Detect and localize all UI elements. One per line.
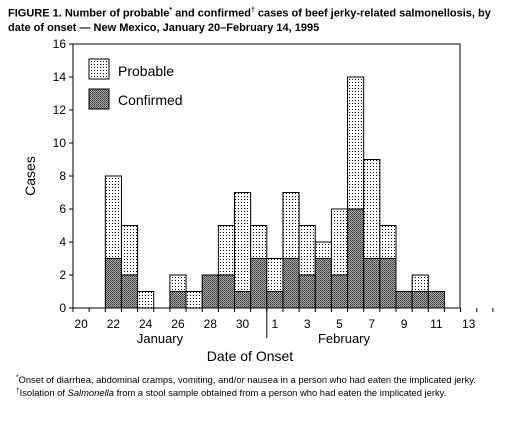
legend-label-probable: Probable bbox=[118, 63, 174, 79]
bar-probable-feb-8 bbox=[379, 225, 397, 259]
y-tick-label-0: 0 bbox=[59, 301, 66, 315]
bar-confirmed-feb-6 bbox=[347, 208, 365, 309]
bar-confirmed-jan-26 bbox=[169, 291, 187, 309]
month-label-february: February bbox=[318, 331, 371, 346]
bar-probable-feb-2 bbox=[282, 192, 300, 259]
bar-probable-feb-6 bbox=[347, 76, 365, 210]
x-tick-label-11: 11 bbox=[430, 317, 443, 331]
footnote-organism-name: Salmonella bbox=[67, 387, 114, 399]
bar-probable-jan-31 bbox=[250, 225, 268, 259]
y-tick-label-8: 8 bbox=[59, 169, 66, 183]
bar-confirmed-feb-11 bbox=[427, 291, 445, 309]
footnote-isolation: †Isolation of Salmonella from a stool sa… bbox=[8, 385, 500, 398]
bar-confirmed-feb-2 bbox=[282, 258, 300, 309]
bar-probable-jan-24 bbox=[137, 291, 155, 309]
figure-label: FIGURE 1. bbox=[8, 7, 62, 20]
bar-confirmed-feb-9 bbox=[395, 291, 413, 309]
bar-confirmed-feb-3 bbox=[298, 274, 316, 309]
footnote-text-isolation-1: Isolation of bbox=[19, 387, 68, 399]
bar-confirmed-jan-30 bbox=[234, 291, 252, 309]
footnote-onset: *Onset of diarrhea, abdominal cramps, vo… bbox=[8, 372, 500, 385]
legend-label-confirmed: Confirmed bbox=[118, 92, 183, 108]
footnote-mark-dagger: † bbox=[16, 387, 20, 395]
title-text-2: and confirmed bbox=[172, 7, 251, 20]
bar-confirmed-feb-8 bbox=[379, 258, 397, 309]
x-axis-label: Date of Onset bbox=[207, 348, 293, 364]
bar-probable-feb-7 bbox=[363, 159, 381, 259]
bar-probable-feb-1 bbox=[266, 258, 284, 292]
y-tick-label-16: 16 bbox=[53, 37, 67, 51]
x-tick-label-5: 30 bbox=[236, 317, 250, 331]
figure-title: FIGURE 1. Number of probable* and confir… bbox=[8, 4, 500, 35]
y-tick-label-10: 10 bbox=[53, 136, 67, 150]
x-tick-label-2: 24 bbox=[139, 317, 153, 331]
y-axis-label: Cases bbox=[22, 156, 38, 196]
bar-confirmed-jan-28 bbox=[201, 274, 219, 309]
x-tick-label-3: 26 bbox=[171, 317, 185, 331]
bar-probable-jan-30 bbox=[234, 192, 252, 292]
bar-confirmed-jan-23 bbox=[120, 274, 139, 309]
legend-swatch-probable bbox=[88, 58, 110, 80]
bar-confirmed-feb-4 bbox=[314, 258, 332, 309]
bar-probable-feb-10 bbox=[411, 274, 429, 292]
bar-probable-feb-4 bbox=[314, 241, 332, 259]
bar-confirmed-feb-10 bbox=[411, 291, 429, 309]
x-tick-label-7: 3 bbox=[304, 317, 311, 331]
y-tick-label-4: 4 bbox=[59, 235, 66, 249]
bars-layer bbox=[104, 76, 445, 309]
bar-probable-jan-29 bbox=[217, 225, 236, 276]
bar-confirmed-jan-29 bbox=[217, 274, 236, 309]
legend-swatch-confirmed bbox=[88, 88, 110, 110]
bar-probable-feb-5 bbox=[330, 208, 349, 276]
y-tick-label-6: 6 bbox=[59, 202, 66, 216]
x-tick-label-12: 13 bbox=[462, 317, 476, 331]
footnote-text-isolation-2: from a stool sample obtained from a pers… bbox=[113, 387, 447, 399]
bar-confirmed-jan-31 bbox=[250, 258, 268, 309]
x-tick-label-9: 7 bbox=[368, 317, 375, 331]
bar-probable-jan-23 bbox=[120, 225, 139, 276]
footnote-text-onset: Onset of diarrhea, abdominal cramps, vom… bbox=[18, 374, 476, 386]
footnotes: *Onset of diarrhea, abdominal cramps, vo… bbox=[8, 372, 500, 398]
x-tick-label-10: 9 bbox=[401, 317, 408, 331]
y-tick-label-14: 14 bbox=[53, 70, 67, 84]
title-text-1: Number of probable bbox=[64, 7, 170, 20]
x-tick-label-4: 28 bbox=[204, 317, 218, 331]
bar-confirmed-feb-5 bbox=[330, 274, 349, 309]
y-tick-label-2: 2 bbox=[59, 268, 66, 282]
month-label-january: January bbox=[137, 331, 184, 346]
x-tick-label-8: 5 bbox=[336, 317, 343, 331]
bar-probable-feb-3 bbox=[298, 225, 316, 276]
bar-confirmed-jan-22 bbox=[104, 258, 122, 309]
bar-probable-jan-27 bbox=[185, 291, 203, 309]
title-text-3: cases of beef jerky-related salmonellosi… bbox=[8, 7, 491, 34]
title-footnote-mark-2: † bbox=[250, 7, 255, 14]
x-tick-label-0: 20 bbox=[74, 317, 88, 331]
x-tick-label-6: 1 bbox=[272, 317, 279, 331]
chart-legend: Probable Confirmed bbox=[88, 58, 183, 110]
bar-probable-jan-26 bbox=[169, 274, 187, 292]
x-tick-label-1: 22 bbox=[107, 317, 121, 331]
bar-confirmed-feb-1 bbox=[266, 291, 284, 309]
bar-probable-jan-22 bbox=[104, 175, 122, 259]
title-footnote-mark-1: * bbox=[169, 7, 173, 14]
bar-confirmed-feb-7 bbox=[363, 258, 381, 309]
footnote-mark-asterisk: * bbox=[16, 374, 19, 381]
y-tick-label-12: 12 bbox=[53, 103, 67, 117]
